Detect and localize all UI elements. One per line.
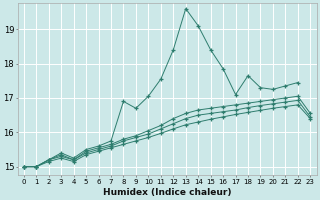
X-axis label: Humidex (Indice chaleur): Humidex (Indice chaleur) — [103, 188, 231, 197]
